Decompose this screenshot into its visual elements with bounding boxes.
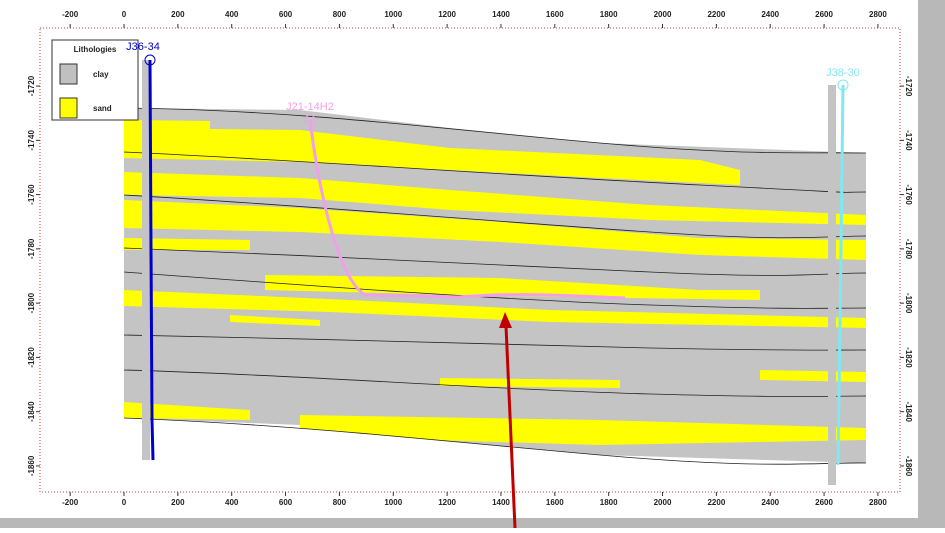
well-label: J36-34 [126,41,160,53]
x-tick-label: 200 [171,10,185,19]
legend-swatch [59,63,78,85]
x-tick-label: 1400 [492,498,510,507]
x-tick-label: 2200 [707,10,725,19]
horizon [123,247,867,276]
well-label: J21-14H2 [286,101,334,113]
sand-band [124,200,866,260]
y-tick-label: -1760 [904,184,913,205]
x-tick-label: 2600 [815,10,833,19]
x-tick-label: -200 [62,498,79,507]
y-tick-label: -1720 [27,75,36,96]
y-tick-label: -1840 [904,401,913,422]
x-tick-label: 2800 [869,498,887,507]
x-tick-label: 400 [225,10,239,19]
y-tick-label: -1820 [904,347,913,368]
x-tick-label: 1800 [600,10,618,19]
legend-swatch [59,97,78,119]
horizon [123,271,867,309]
horizon [123,417,867,465]
horizon [123,194,867,239]
x-tick-label: 1400 [492,10,510,19]
y-tick-label: -1820 [27,347,36,368]
well-label: J38-30 [826,67,860,79]
y-tick-label: -1740 [27,130,36,151]
y-tick-label: -1800 [904,293,913,314]
x-tick-label: 1000 [384,498,402,507]
sand-band [124,128,740,185]
side-strip [918,0,945,528]
arrow [504,325,517,529]
sand-band [300,415,866,445]
well-head [837,79,849,91]
x-tick-label: 2000 [654,10,672,19]
sand-band [230,315,320,326]
sand-band [265,275,760,300]
x-tick-label: 1800 [600,498,618,507]
plot-frame [39,27,901,493]
horizon [123,369,867,397]
x-tick-label: 1000 [384,10,402,19]
well-trajectory [308,119,626,300]
x-tick-label: 0 [122,498,127,507]
well-head [144,54,156,66]
y-tick-label: -1800 [27,292,36,313]
bottom-strip [0,518,945,528]
y-tick-label: -1740 [904,130,913,151]
well-trajectory [836,84,845,466]
horizons [123,107,867,465]
x-tick-label: 1200 [438,10,456,19]
x-tick-label: 800 [333,10,347,19]
y-tick-label: -1780 [27,238,36,259]
sand-band [124,402,250,420]
x-tick-label: -200 [62,10,79,19]
x-tick-label: 200 [171,498,185,507]
x-tick-label: 1600 [546,498,564,507]
x-tick-label: 2400 [761,498,779,507]
x-tick-label: 600 [279,498,293,507]
y-tick-label: -1760 [27,184,36,205]
section [123,54,867,485]
y-tick-label: -1840 [27,401,36,422]
x-tick-label: 600 [279,10,293,19]
sand-bands [124,120,866,445]
well-head [304,114,316,126]
legend: Lithologies clay sand [51,39,139,121]
well-column [142,60,150,460]
x-tick-label: 2000 [654,498,672,507]
sand-band [440,378,620,388]
horizon [123,151,867,193]
x-tick-label: 2800 [869,10,887,19]
y-tick-label: -1720 [904,76,913,97]
x-tick-label: 0 [122,10,127,19]
well-trajectory [148,59,155,461]
x-tick-label: 2200 [707,498,725,507]
y-tick-label: -1860 [27,455,36,476]
legend-label: sand [93,104,112,113]
sand-band [124,238,250,250]
x-tick-label: 1200 [438,498,456,507]
x-tick-label: 2600 [815,498,833,507]
well-column [828,85,836,485]
x-tick-label: 800 [333,498,347,507]
sand-band [124,172,866,225]
x-tick-label: 1600 [546,10,564,19]
horizon [123,334,867,351]
arrow-head [499,312,512,328]
sand-band [124,290,866,328]
sand-band [760,370,866,382]
legend-label: clay [93,70,109,79]
horizon [123,107,867,154]
x-tick-label: 400 [225,498,239,507]
x-tick-label: 2400 [761,10,779,19]
y-tick-label: -1860 [904,456,913,477]
y-tick-label: -1780 [904,239,913,260]
legend-title: Lithologies [74,45,117,54]
